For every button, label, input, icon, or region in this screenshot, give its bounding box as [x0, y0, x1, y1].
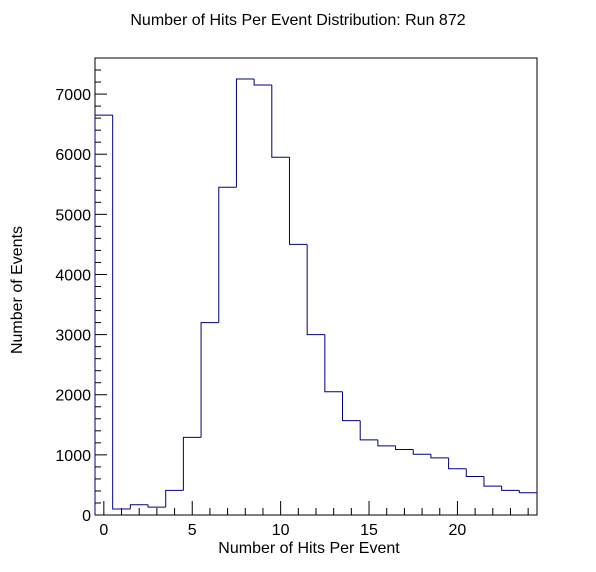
chart-title: Number of Hits Per Event Distribution: R…: [130, 12, 465, 29]
histogram-bin: [253, 79, 272, 86]
histogram-bin: [235, 78, 255, 188]
histogram-bin: [342, 391, 361, 422]
y-tick-label: 4000: [55, 267, 91, 284]
histogram-series: [94, 78, 537, 515]
y-tick-label: 0: [82, 508, 91, 525]
histogram-bin: [306, 244, 325, 336]
histogram-bin: [483, 476, 502, 487]
x-tick-label: 20: [449, 522, 467, 539]
histogram-bin: [395, 445, 414, 450]
histogram-bin: [324, 334, 343, 393]
y-tick-label: 6000: [55, 147, 91, 164]
histogram-bin: [359, 420, 378, 441]
y-tick-label: 7000: [55, 87, 91, 104]
histogram-bin: [501, 486, 520, 491]
x-tick-label: 0: [99, 522, 108, 539]
histogram-bin: [465, 468, 484, 478]
histogram-bin: [165, 489, 184, 508]
y-tick-label: 3000: [55, 328, 91, 345]
histogram-bin: [94, 114, 113, 515]
x-tick-label: 5: [188, 522, 197, 539]
plot-frame: [94, 57, 538, 516]
y-axis-label: Number of Events: [9, 226, 26, 354]
histogram-bin: [218, 186, 237, 323]
histogram-bin: [430, 454, 449, 459]
histogram-bin: [200, 322, 219, 438]
histogram-bin: [448, 457, 467, 470]
x-axis-label: Number of Hits Per Event: [218, 540, 400, 557]
histogram-bin: [112, 115, 131, 510]
y-tick-label: 5000: [55, 207, 91, 224]
histogram-bin: [129, 504, 149, 509]
histogram-bin: [288, 157, 308, 245]
x-tick-label: 15: [360, 522, 378, 539]
histogram-bin: [147, 504, 166, 508]
x-tick-label: 10: [272, 522, 290, 539]
axes: 0 1000 2000 3000 4000 5000 6000 7000 0 5 10 15 20: [55, 57, 538, 539]
histogram-bin: [412, 449, 431, 455]
histogram-bin: [377, 439, 396, 447]
y-tick-label: 1000: [55, 448, 91, 465]
histogram-bin: [271, 85, 290, 158]
histogram-bin: [182, 436, 202, 491]
histogram-bin: [518, 490, 537, 494]
y-tick-label: 2000: [55, 388, 91, 405]
